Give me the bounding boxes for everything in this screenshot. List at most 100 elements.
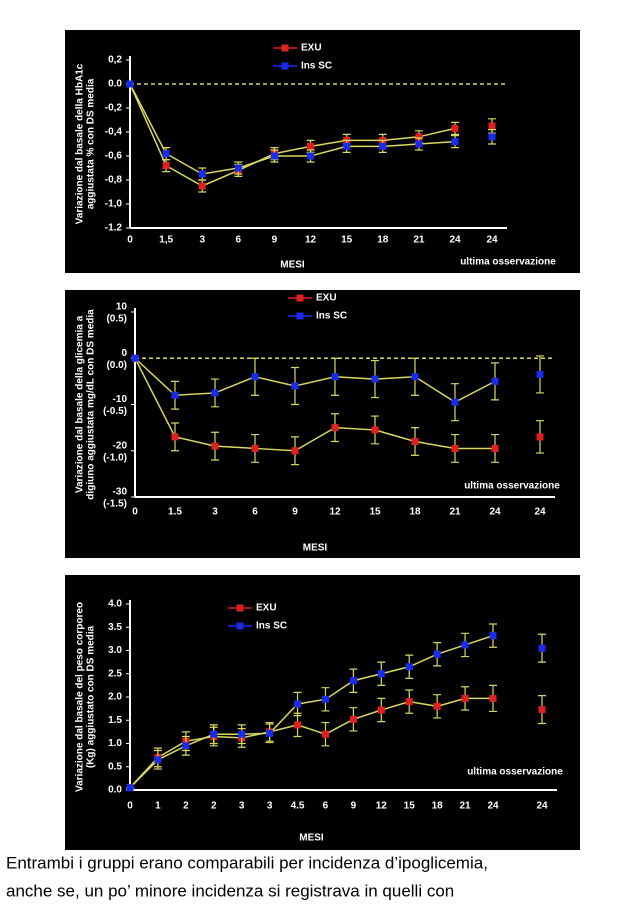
x-tick-label: 4.5 bbox=[291, 801, 305, 812]
marker bbox=[536, 433, 544, 441]
y-tick-label: -10 bbox=[113, 394, 128, 405]
y-tick-label: 2.0 bbox=[108, 692, 122, 703]
marker bbox=[538, 644, 546, 652]
marker bbox=[488, 122, 496, 130]
marker bbox=[377, 670, 385, 678]
marker bbox=[489, 694, 497, 702]
x-tick-label: 3 bbox=[199, 235, 205, 246]
legend-label: Ins SC bbox=[256, 621, 287, 632]
marker bbox=[451, 138, 459, 146]
x-tick-label: 9 bbox=[351, 801, 357, 812]
marker bbox=[371, 426, 379, 434]
x-tick-label: 9 bbox=[272, 235, 278, 246]
marker bbox=[433, 650, 441, 658]
x-tick-label: 21 bbox=[460, 801, 472, 812]
x-tick-label: 3 bbox=[267, 801, 273, 812]
legend-marker bbox=[296, 294, 304, 302]
marker bbox=[451, 444, 459, 452]
chart-background bbox=[65, 30, 580, 273]
marker bbox=[405, 698, 413, 706]
x-tick-label: 21 bbox=[449, 507, 461, 518]
marker bbox=[321, 695, 329, 703]
legend-label: Ins SC bbox=[301, 61, 332, 72]
marker bbox=[411, 373, 419, 381]
marker bbox=[171, 433, 179, 441]
legend-label: EXU bbox=[316, 293, 337, 304]
x-tick-label: 3 bbox=[212, 507, 218, 518]
y2-tick-label: (-0.5) bbox=[103, 406, 127, 417]
marker bbox=[331, 373, 339, 381]
x-tick-label: 2 bbox=[211, 801, 217, 812]
legend-label: EXU bbox=[256, 603, 277, 614]
marker bbox=[451, 398, 459, 406]
x-tick-label: 24 bbox=[449, 235, 461, 246]
x-axis-title: MESI bbox=[303, 543, 328, 554]
y-axis-title: Variazione dal basale della HbA1c bbox=[75, 63, 86, 224]
x-tick-label: 12 bbox=[376, 801, 388, 812]
y-tick-label: 0.5 bbox=[108, 761, 122, 772]
marker bbox=[131, 354, 139, 362]
chart-background bbox=[65, 290, 580, 558]
last-observation-label: ultima osservazione bbox=[460, 257, 556, 268]
x-tick-label: 2 bbox=[183, 801, 189, 812]
x-axis-title: MESI bbox=[280, 260, 305, 271]
y-tick-label: 0.0 bbox=[108, 785, 122, 796]
footer-line: Entrambi i gruppi erano comparabili per … bbox=[6, 853, 488, 872]
marker bbox=[349, 677, 357, 685]
y-axis-title: Variazione dal basale del peso corporeo bbox=[75, 602, 86, 792]
x-tick-label: 18 bbox=[377, 235, 389, 246]
marker bbox=[307, 152, 315, 160]
x-tick-label: 18 bbox=[409, 507, 421, 518]
y-tick-label: 1.5 bbox=[108, 715, 122, 726]
y-tick-label: 0 bbox=[121, 348, 127, 359]
y-axis-title: aggiustata % con DS media bbox=[86, 78, 97, 209]
chart: 0,2 0.0 -0,2 -0,4 -0,6 -0,8 -1,0 -1.2 0 1,5 3 6 9 12 1… bbox=[65, 30, 580, 273]
marker bbox=[377, 706, 385, 714]
marker bbox=[251, 444, 259, 452]
x-tick-label: 15 bbox=[341, 235, 353, 246]
marker bbox=[198, 170, 206, 178]
y-axis-title: digiuno aggiustata mg/dL con DS media bbox=[86, 309, 97, 500]
x-tick-label: 12 bbox=[305, 235, 317, 246]
marker bbox=[154, 756, 162, 764]
y-tick-label: 3.5 bbox=[108, 622, 122, 633]
marker bbox=[251, 373, 259, 381]
y-tick-label: -30 bbox=[113, 487, 128, 498]
y-tick-label: -0,2 bbox=[105, 103, 123, 114]
marker bbox=[291, 382, 299, 390]
x-tick-label: 21 bbox=[413, 235, 425, 246]
marker bbox=[538, 706, 546, 714]
chart: 0.00.51.01.52.02.53.03.54.00 1 2 2 3 3 4.5 6 9 12… bbox=[65, 575, 580, 850]
marker bbox=[451, 124, 459, 132]
y2-tick-label: (0.5) bbox=[106, 314, 127, 325]
y-tick-label: 0.0 bbox=[108, 79, 122, 90]
series-line bbox=[134, 357, 496, 404]
marker bbox=[162, 150, 170, 158]
legend-marker bbox=[236, 622, 244, 630]
y-tick-label: 1.0 bbox=[108, 738, 122, 749]
marker bbox=[433, 702, 441, 710]
legend-label: EXU bbox=[301, 43, 322, 54]
x-axis-title: MESI bbox=[299, 833, 324, 844]
x-tick-label: 6 bbox=[252, 507, 258, 518]
series-line bbox=[129, 83, 456, 175]
marker bbox=[343, 142, 351, 150]
marker bbox=[270, 152, 278, 160]
x-tick-label: 18 bbox=[432, 801, 444, 812]
marker bbox=[379, 142, 387, 150]
x-tick-label: 15 bbox=[369, 507, 381, 518]
marker bbox=[126, 80, 134, 88]
marker bbox=[291, 447, 299, 455]
x-tick-label: 15 bbox=[404, 801, 416, 812]
x-tick-label: 6 bbox=[236, 235, 242, 246]
x-tick-label: 9 bbox=[292, 507, 298, 518]
x-tick-label: 12 bbox=[329, 507, 341, 518]
marker bbox=[294, 721, 302, 729]
y-tick-label: -20 bbox=[113, 440, 128, 451]
y-axis-title: (Kg) aggiustato con DS media bbox=[86, 625, 97, 768]
marker bbox=[371, 375, 379, 383]
x-tick-label: 3 bbox=[239, 801, 245, 812]
legend-marker bbox=[296, 312, 304, 320]
legend-marker bbox=[281, 62, 289, 70]
